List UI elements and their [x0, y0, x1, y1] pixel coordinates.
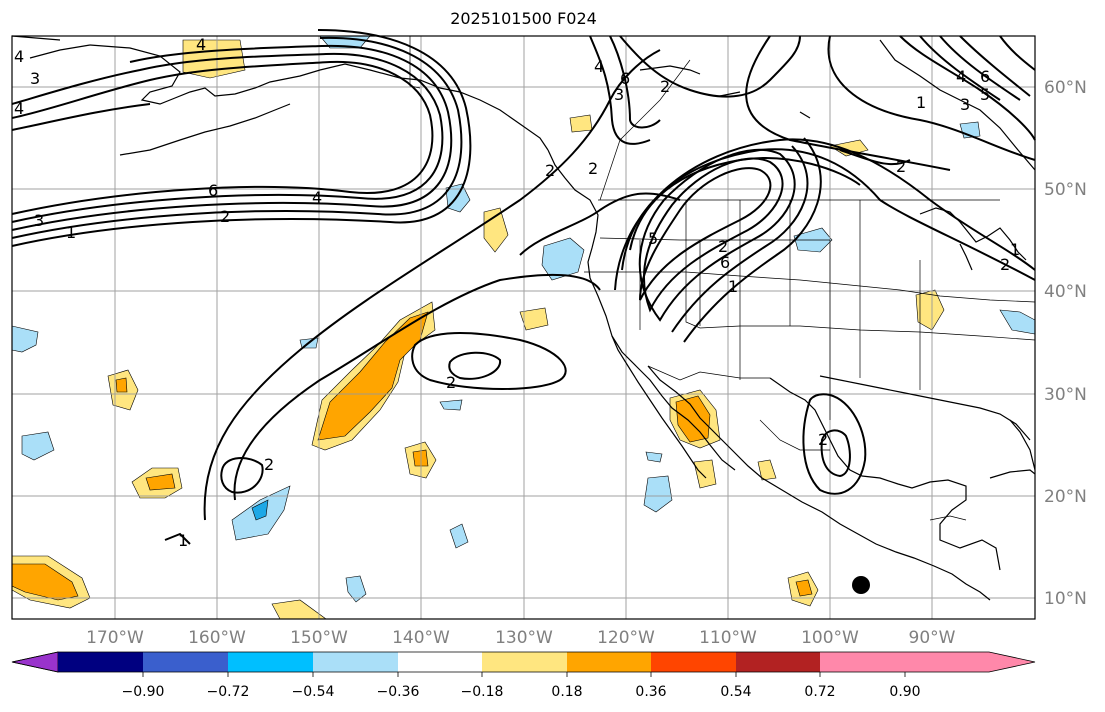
colorbar-tick-label: −0.18 — [461, 684, 504, 700]
colorbar: −0.90 −0.72 −0.54 −0.36 −0.18 0.18 0.36 … — [11, 651, 1036, 700]
map-title: 2025101500 F024 — [450, 9, 597, 28]
colorbar-segment — [482, 652, 567, 672]
colorbar-tick-label: −0.90 — [122, 684, 165, 700]
colorbar-tick-label: −0.36 — [377, 684, 420, 700]
political-borders — [409, 36, 1036, 521]
lat-label: 50°N — [1044, 180, 1087, 200]
lon-label: 160°W — [188, 628, 246, 648]
contour-label: 2 — [660, 77, 670, 96]
contour-labels: 4 3 4 6 4 2 1 3 2 2 2 2 2 2 4 6 3 1 3 5 … — [14, 35, 1020, 550]
contour-label: 2 — [545, 161, 555, 180]
colorbar-tick-label: −0.54 — [292, 684, 335, 700]
colorbar-tick-label: 0.54 — [720, 684, 751, 700]
contour-label: 1 — [916, 93, 926, 112]
colorbar-tick-label: 0.90 — [889, 684, 920, 700]
contour-label: 3 — [614, 85, 624, 104]
colorbar-segment — [143, 652, 228, 672]
contour-label: 2 — [1000, 255, 1010, 274]
contour-label: 6 — [620, 69, 630, 88]
contour-label: 3 — [34, 211, 44, 230]
contours — [11, 29, 1036, 545]
latitude-labels: 60°N 50°N 40°N 30°N 20°N 10°N — [1044, 78, 1087, 609]
contour-label: 6 — [720, 253, 730, 272]
lat-label: 60°N — [1044, 78, 1087, 98]
contour-label: 4 — [196, 35, 206, 54]
contour-label: 2 — [220, 207, 230, 226]
colorbar-segment — [651, 652, 736, 672]
lat-label: 10°N — [1044, 589, 1087, 609]
lat-label: 20°N — [1044, 487, 1087, 507]
contour-label: 3 — [30, 69, 40, 88]
contour-label: 4 — [14, 47, 24, 66]
lat-label: 40°N — [1044, 282, 1087, 302]
lon-label: 110°W — [699, 628, 757, 648]
lon-label: 140°W — [392, 628, 450, 648]
contour-label: 5 — [980, 85, 990, 104]
colorbar-segment — [820, 652, 905, 672]
colorbar-segment — [58, 652, 143, 672]
lon-label: 150°W — [290, 628, 348, 648]
colorbar-segment — [736, 652, 820, 672]
map-frame — [11, 35, 1036, 620]
contour-label: 1 — [728, 277, 738, 296]
colorbar-tick-label: 0.18 — [551, 684, 582, 700]
contour-label: 6 — [208, 181, 218, 200]
contour-label: 4 — [14, 99, 24, 118]
contour-label: 2 — [588, 159, 598, 178]
contour-label: 4 — [594, 57, 604, 76]
colorbar-segment — [567, 652, 651, 672]
contour-label: 2 — [718, 237, 728, 256]
lon-label: 100°W — [801, 628, 859, 648]
lon-label: 120°W — [597, 628, 655, 648]
location-marker — [852, 576, 870, 594]
longitude-labels: 170°W 160°W 150°W 140°W 130°W 120°W 110°… — [86, 628, 956, 648]
lat-label: 30°N — [1044, 385, 1087, 405]
contour-label: 1 — [66, 223, 76, 242]
colorbar-extend-max — [905, 652, 1035, 672]
colorbar-tick-label: 0.72 — [804, 684, 835, 700]
colorbar-segment — [313, 652, 398, 672]
contour-label: 1 — [178, 531, 188, 550]
lon-label: 130°W — [495, 628, 553, 648]
colorbar-tick-label: 0.36 — [635, 684, 666, 700]
lon-label: 170°W — [86, 628, 144, 648]
colorbar-extend-min — [11, 651, 59, 673]
contour-label: 4 — [312, 188, 322, 207]
contour-label: 2 — [896, 157, 906, 176]
contour-label: 5 — [648, 229, 658, 248]
contour-label: 4 — [956, 67, 966, 86]
lon-label: 90°W — [909, 628, 956, 648]
coastlines — [11, 35, 1036, 601]
contour-label: 2 — [264, 455, 274, 474]
contour-label: 1 — [1010, 240, 1020, 259]
contour-label: 2 — [446, 373, 456, 392]
contour-label: 3 — [960, 95, 970, 114]
colorbar-segment — [398, 652, 482, 672]
contour-label: 6 — [980, 67, 990, 86]
colorbar-segment — [228, 652, 313, 672]
contour-label: 2 — [818, 430, 828, 449]
colorbar-tick-label: −0.72 — [207, 684, 250, 700]
